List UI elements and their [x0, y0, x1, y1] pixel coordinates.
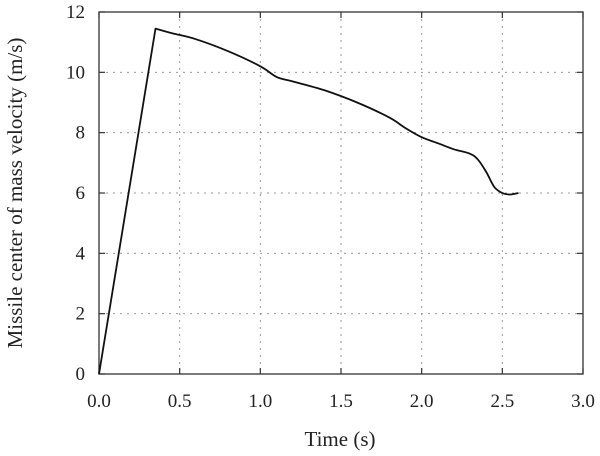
y-axis-label: Missile center of mass velocity (m/s)	[3, 38, 27, 349]
x-axis-label: Time (s)	[305, 427, 376, 451]
y-tick-label: 12	[66, 2, 85, 23]
velocity-series-line	[98, 27, 519, 375]
y-tick-labels: 0 2 4 6 8 10 12	[66, 2, 86, 385]
grid-lines	[99, 12, 583, 374]
x-tick-label: 1.0	[248, 391, 272, 412]
x-tick-label: 0.5	[168, 391, 192, 412]
series-layer	[98, 27, 519, 375]
plot-frame	[98, 11, 584, 375]
y-tick-label: 8	[76, 123, 86, 144]
y-tick-label: 2	[76, 304, 86, 325]
x-tick-label: 3.0	[571, 391, 595, 412]
x-tick-label: 0.0	[87, 391, 111, 412]
x-tick-labels: 0.0 0.5 1.0 1.5 2.0 2.5 3.0	[87, 391, 595, 412]
y-tick-label: 4	[76, 243, 86, 264]
y-tick-label: 0	[76, 364, 86, 385]
y-tick-label: 10	[66, 62, 85, 83]
axis-ticks	[98, 11, 584, 375]
x-tick-label: 1.5	[329, 391, 353, 412]
y-tick-label: 6	[76, 183, 86, 204]
x-tick-label: 2.5	[490, 391, 514, 412]
x-tick-label: 2.0	[410, 391, 434, 412]
